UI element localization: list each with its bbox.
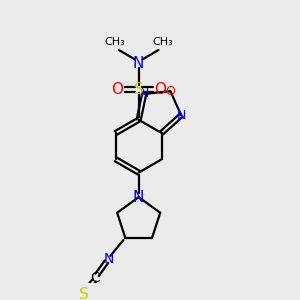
Text: O: O — [111, 82, 123, 97]
Text: O: O — [166, 85, 176, 98]
Text: S: S — [79, 287, 89, 300]
Text: O: O — [154, 82, 166, 97]
Text: N: N — [140, 87, 149, 101]
Text: S: S — [134, 82, 144, 97]
Text: N: N — [176, 109, 186, 122]
Text: N: N — [103, 252, 114, 266]
Text: CH₃: CH₃ — [152, 38, 172, 47]
Text: N: N — [133, 56, 144, 71]
Text: CH₃: CH₃ — [105, 38, 125, 47]
Text: N: N — [133, 190, 144, 205]
Text: C: C — [90, 271, 100, 285]
